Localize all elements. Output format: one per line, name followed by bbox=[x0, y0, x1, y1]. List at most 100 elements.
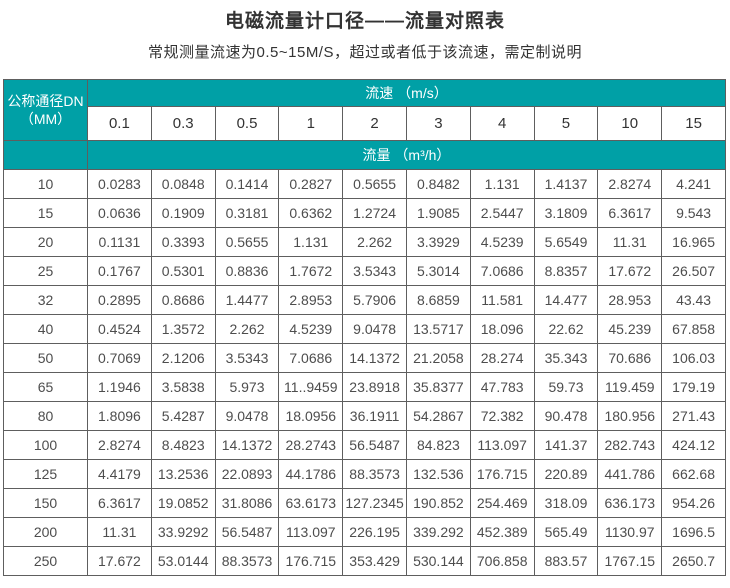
flow-value-cell: 88.3573 bbox=[214, 546, 280, 576]
flow-value-cell: 18.0956 bbox=[278, 401, 344, 431]
flow-value-cell: 88.3573 bbox=[342, 459, 407, 489]
velocity-value-cell: 15 bbox=[661, 106, 726, 141]
flow-value-cell: 28.953 bbox=[597, 285, 663, 315]
flow-value-cell: 0.0636 bbox=[87, 198, 152, 228]
flow-value-cell: 54.2867 bbox=[405, 401, 471, 431]
flow-value-cell: 318.09 bbox=[533, 488, 599, 518]
table-row: 25 0.1767 0.5301 0.8836 1.7672 3.5343 5.3014 7.… bbox=[3, 256, 726, 286]
flow-value-cell: 5.973 bbox=[214, 372, 280, 402]
flow-value-cell: 0.1909 bbox=[150, 198, 216, 228]
flow-value-cell: 9.0478 bbox=[342, 314, 407, 344]
flow-value-cell: 28.2743 bbox=[278, 430, 344, 460]
flow-value-cell: 11..9459 bbox=[278, 372, 344, 402]
corner-header-dn-mm: 公称通径DN （MM） bbox=[3, 79, 88, 141]
flow-value-cell: 565.49 bbox=[533, 517, 599, 547]
flow-value-cell: 8.4823 bbox=[150, 430, 216, 460]
dn-cell: 20 bbox=[3, 227, 88, 257]
flow-value-cell: 11.31 bbox=[597, 227, 663, 257]
flow-value-cell: 5.7906 bbox=[342, 285, 407, 315]
flow-value-cell: 0.6362 bbox=[278, 198, 344, 228]
flow-value-cell: 706.858 bbox=[469, 546, 535, 576]
flow-value-cell: 1.1946 bbox=[87, 372, 152, 402]
flow-value-cell: 954.26 bbox=[661, 488, 726, 518]
flow-value-cell: 1.3572 bbox=[150, 314, 216, 344]
flow-value-cell: 0.0848 bbox=[150, 169, 216, 199]
flow-value-cell: 190.852 bbox=[405, 488, 471, 518]
flow-value-cell: 0.5655 bbox=[214, 227, 280, 257]
velocity-value-cell: 3 bbox=[405, 106, 471, 141]
flow-value-cell: 119.459 bbox=[597, 372, 663, 402]
flow-value-cell: 33.9292 bbox=[150, 517, 216, 547]
flow-value-cell: 23.8918 bbox=[342, 372, 407, 402]
flow-value-cell: 13.2536 bbox=[150, 459, 216, 489]
flow-value-cell: 9.0478 bbox=[214, 401, 280, 431]
table-row: 40 0.4524 1.3572 2.262 4.5239 9.0478 13.5717 18… bbox=[3, 314, 726, 344]
table-row: 20 0.1131 0.3393 0.5655 1.131 2.262 3.3929 4.52… bbox=[3, 227, 726, 257]
velocity-group-header-row: 公称通径DN （MM） 流速 （m/s） bbox=[3, 79, 726, 141]
flow-value-cell: 56.5487 bbox=[214, 517, 280, 547]
dn-cell: 65 bbox=[3, 372, 88, 402]
flow-value-cell: 2.8274 bbox=[597, 169, 663, 199]
flow-value-cell: 11.581 bbox=[469, 285, 535, 315]
flow-value-cell: 220.89 bbox=[533, 459, 599, 489]
velocity-values-row: 0.1 0.3 0.5 1 2 3 4 5 10 15 bbox=[4, 106, 726, 141]
flow-value-cell: 1767.15 bbox=[597, 546, 663, 576]
table-row: 250 17.672 53.0144 88.3573 176.715 353.429 530… bbox=[3, 546, 726, 576]
flow-value-cell: 2.262 bbox=[342, 227, 407, 257]
flow-value-cell: 4.5239 bbox=[278, 314, 344, 344]
flow-value-cell: 113.097 bbox=[469, 430, 535, 460]
flow-value-cell: 1.8096 bbox=[87, 401, 152, 431]
flow-comparison-table: 公称通径DN （MM） 流速 （m/s） 0.1 0.3 0.5 1 2 3 4 5 10 15 … bbox=[3, 79, 726, 576]
flow-value-cell: 452.389 bbox=[469, 517, 535, 547]
flow-value-cell: 662.68 bbox=[661, 459, 726, 489]
flow-value-cell: 63.6173 bbox=[278, 488, 344, 518]
flow-value-cell: 3.1809 bbox=[533, 198, 599, 228]
flow-value-cell: 56.5487 bbox=[342, 430, 407, 460]
flow-value-cell: 441.786 bbox=[597, 459, 663, 489]
flow-value-cell: 44.1786 bbox=[278, 459, 344, 489]
dn-cell: 100 bbox=[3, 430, 88, 460]
flow-value-cell: 0.2827 bbox=[278, 169, 344, 199]
flow-value-cell: 127.2345 bbox=[342, 488, 407, 518]
flow-value-cell: 7.0686 bbox=[469, 256, 535, 286]
flow-value-cell: 4.5239 bbox=[469, 227, 535, 257]
flow-value-cell: 45.239 bbox=[597, 314, 663, 344]
flow-value-cell: 8.6859 bbox=[405, 285, 471, 315]
dn-cell: 125 bbox=[3, 459, 88, 489]
flow-value-cell: 883.57 bbox=[533, 546, 599, 576]
table-row: 65 1.1946 3.5838 5.973 11..9459 23.8918 35.837… bbox=[3, 372, 726, 402]
flow-value-cell: 3.3929 bbox=[405, 227, 471, 257]
flow-value-cell: 0.4524 bbox=[87, 314, 152, 344]
flow-value-cell: 16.965 bbox=[661, 227, 726, 257]
flow-value-cell: 2.1206 bbox=[150, 343, 216, 373]
flow-value-cell: 4.4179 bbox=[87, 459, 152, 489]
table-row: 150 6.3617 19.0852 31.8086 63.6173 127.2345 19… bbox=[3, 488, 726, 518]
flow-value-cell: 1.4477 bbox=[214, 285, 280, 315]
flow-value-cell: 0.1414 bbox=[214, 169, 280, 199]
velocity-value-cell: 0.3 bbox=[150, 106, 216, 141]
flow-value-cell: 0.7069 bbox=[87, 343, 152, 373]
flow-value-cell: 0.3393 bbox=[150, 227, 216, 257]
flow-value-cell: 1130.97 bbox=[597, 517, 663, 547]
table-row: 80 1.8096 5.4287 9.0478 18.0956 36.1911 54.286… bbox=[3, 401, 726, 431]
flow-value-cell: 5.6549 bbox=[533, 227, 599, 257]
flow-value-cell: 0.5655 bbox=[342, 169, 407, 199]
flow-value-cell: 1696.5 bbox=[661, 517, 726, 547]
flow-value-cell: 2.8953 bbox=[278, 285, 344, 315]
flow-value-cell: 59.73 bbox=[533, 372, 599, 402]
page-subtitle: 常规测量流速为0.5~15M/S，超过或者低于该流速，需定制说明 bbox=[148, 44, 582, 61]
velocity-value-cell: 1 bbox=[278, 106, 344, 141]
dn-cell: 25 bbox=[3, 256, 88, 286]
flow-value-cell: 226.195 bbox=[342, 517, 407, 547]
velocity-value-cell: 10 bbox=[597, 106, 663, 141]
flow-value-cell: 35.8377 bbox=[405, 372, 471, 402]
flow-value-cell: 0.8836 bbox=[214, 256, 280, 286]
flow-value-cell: 8.8357 bbox=[533, 256, 599, 286]
flow-value-cell: 9.543 bbox=[661, 198, 726, 228]
flow-value-cell: 28.274 bbox=[469, 343, 535, 373]
flow-value-cell: 176.715 bbox=[469, 459, 535, 489]
flow-value-cell: 6.3617 bbox=[87, 488, 152, 518]
table-row: 15 0.0636 0.1909 0.3181 0.6362 1.2724 1.9085 2.… bbox=[3, 198, 726, 228]
flow-value-cell: 70.686 bbox=[597, 343, 663, 373]
flow-value-cell: 2650.7 bbox=[661, 546, 726, 576]
